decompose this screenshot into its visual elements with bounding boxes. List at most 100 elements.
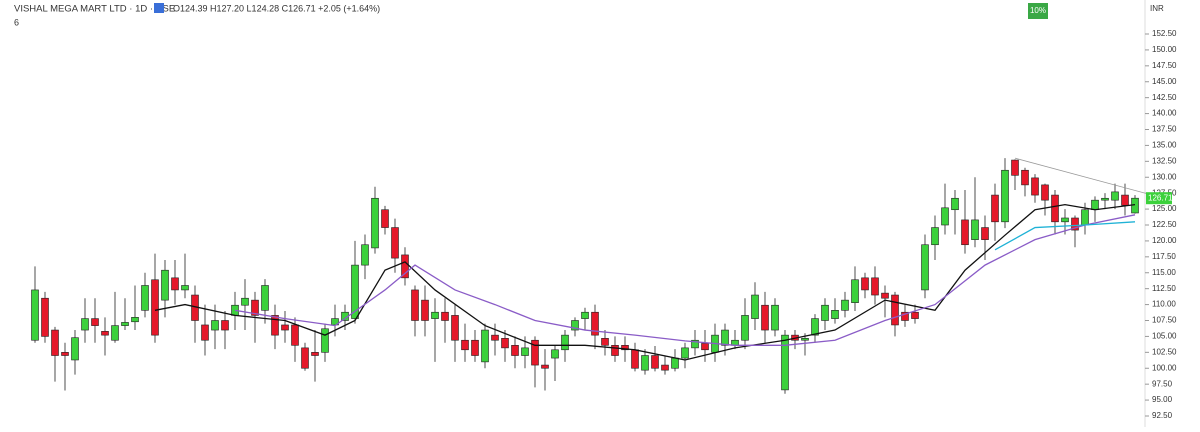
candle-body xyxy=(521,347,529,356)
candle-body xyxy=(1041,184,1049,201)
candle-body xyxy=(631,349,639,369)
ohlc-text: O124.39 H127.20 L124.28 C126.71 +2.05 (+… xyxy=(173,3,380,13)
candle-body xyxy=(901,311,909,321)
candle-body xyxy=(511,345,519,356)
candle-body xyxy=(211,320,219,331)
candle-body xyxy=(171,277,179,291)
candle-body xyxy=(591,311,599,336)
currency: INR xyxy=(1150,4,1164,13)
candle-body xyxy=(501,338,509,349)
candle-body xyxy=(411,289,419,321)
line-series xyxy=(234,214,1136,346)
candle-body xyxy=(641,355,649,371)
candle-body xyxy=(621,345,629,351)
candle-body xyxy=(281,324,289,331)
candle-body xyxy=(1051,194,1059,223)
candle-body xyxy=(481,329,489,363)
candle-body xyxy=(571,320,579,331)
candle-body xyxy=(821,304,829,321)
y-tick-label: 115.00 xyxy=(1152,268,1176,277)
candle-body xyxy=(1001,169,1009,223)
price-label: 126.71 xyxy=(1148,193,1173,202)
candle-body xyxy=(321,328,329,353)
candle-body xyxy=(701,343,709,351)
candle-body xyxy=(661,364,669,371)
candle-body xyxy=(131,317,139,323)
candle-body xyxy=(71,337,79,361)
candle-body xyxy=(421,299,429,321)
candle-body xyxy=(841,299,849,311)
candle-body xyxy=(1101,197,1109,201)
candle-body xyxy=(531,339,539,366)
y-tick-label: 102.50 xyxy=(1152,347,1177,356)
y-tick-label: 95.00 xyxy=(1152,395,1173,404)
candle-body xyxy=(1121,194,1129,206)
candle-body xyxy=(891,294,899,326)
candle-body xyxy=(771,304,779,331)
candle-body xyxy=(861,277,869,291)
y-tick-label: 110.00 xyxy=(1152,300,1176,309)
y-tick-label: 112.50 xyxy=(1152,284,1176,293)
y-tick-label: 140.00 xyxy=(1152,109,1177,118)
candle-body xyxy=(1031,177,1039,196)
candle-body xyxy=(601,338,609,346)
y-tick-label: 132.50 xyxy=(1152,156,1177,165)
icon xyxy=(154,3,164,13)
line-series xyxy=(154,203,1136,361)
y-tick-label: 117.50 xyxy=(1152,252,1176,261)
candle-body xyxy=(581,311,589,319)
badge: 10% xyxy=(1030,6,1046,15)
candle-body xyxy=(431,311,439,319)
y-tick-label: 137.50 xyxy=(1152,125,1177,134)
badge-box xyxy=(1028,3,1048,19)
candle-body xyxy=(121,322,129,326)
candle-body xyxy=(1071,217,1079,231)
candle-body xyxy=(351,264,359,319)
y-tick-label: 142.50 xyxy=(1152,93,1177,102)
y-tick-label: 100.00 xyxy=(1152,363,1177,372)
candle-body xyxy=(1061,217,1069,223)
y-tick-label: 97.50 xyxy=(1152,379,1173,388)
candle-body xyxy=(391,227,399,259)
candle-body xyxy=(761,304,769,331)
candle-body xyxy=(61,352,69,356)
y-tick-label: 145.00 xyxy=(1152,77,1177,86)
candle-body xyxy=(491,334,499,341)
candle-body xyxy=(1011,159,1019,176)
y-tick-label: 120.00 xyxy=(1152,236,1177,245)
candle-body xyxy=(291,324,299,346)
price-label-box xyxy=(1146,192,1172,205)
candle-body xyxy=(681,347,689,359)
candle-body xyxy=(101,331,109,336)
candle-body xyxy=(361,244,369,266)
y-tick-label: 147.50 xyxy=(1152,61,1177,70)
candle-body xyxy=(141,285,149,311)
candle-body xyxy=(551,349,559,359)
candle-body xyxy=(751,294,759,319)
y-tick-label: 135.00 xyxy=(1152,141,1177,150)
line-series xyxy=(994,221,1136,251)
candle-body xyxy=(301,347,309,369)
candle-body xyxy=(971,219,979,240)
candle-body xyxy=(451,315,459,341)
y-tick-label: 92.50 xyxy=(1152,411,1173,420)
candle-body xyxy=(151,279,159,336)
candle-body xyxy=(991,194,999,223)
candle-body xyxy=(651,355,659,369)
candle-body xyxy=(41,297,49,337)
candle-body xyxy=(941,207,949,226)
candle-body xyxy=(1081,209,1089,226)
candle-body xyxy=(261,285,269,311)
candle-body xyxy=(221,320,229,331)
candle-body xyxy=(371,197,379,249)
candle-body xyxy=(241,297,249,306)
candle-body xyxy=(91,318,99,326)
candle-body xyxy=(741,315,749,341)
candle-body xyxy=(401,254,409,279)
y-tick-label: 107.50 xyxy=(1152,316,1177,325)
candle-body xyxy=(271,315,279,336)
candle-body xyxy=(471,339,479,356)
candle-body xyxy=(381,209,389,228)
candle-body xyxy=(881,292,889,299)
candle-body xyxy=(691,339,699,349)
